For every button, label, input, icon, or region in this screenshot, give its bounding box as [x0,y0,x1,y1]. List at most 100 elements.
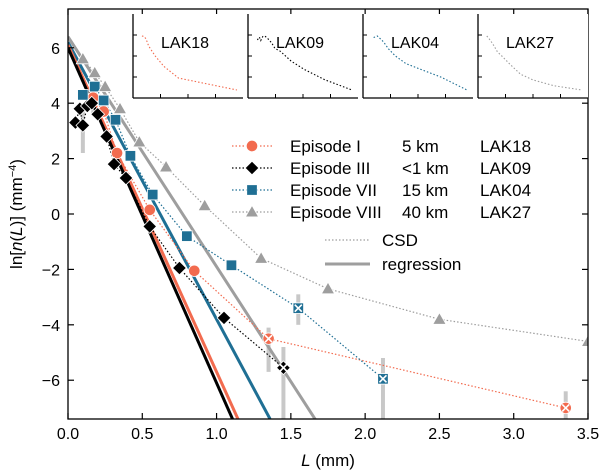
y-axis-label-sup: −4 [7,165,19,178]
data-point-3-4 [132,134,147,148]
inset-title-3: LAK27 [506,35,554,52]
y-axis-label-mid2: )] (mm [7,177,26,226]
data-point-1-9 [142,219,158,234]
legend-sample-0: LAK18 [480,137,531,156]
inset-3: LAK27 [477,14,588,99]
legend-sample-2: LAK04 [480,181,531,200]
data-point-1-2 [75,117,91,133]
plot-area [68,35,588,419]
legend-sample-1: LAK09 [480,159,531,178]
data-point-1-7 [106,156,122,172]
x-tick-label-7: 3.5 [577,426,599,443]
inset-0: LAK18 [132,14,243,99]
legend-distance-1: <1 km [402,159,449,178]
legend-distance-0: 5 km [402,137,439,156]
inset-title-0: LAK18 [161,35,209,52]
y-tick-label-4: −2 [42,262,60,279]
x-tick-label-3: 1.5 [280,426,302,443]
legend-extra-label-1: regression [382,255,461,274]
y-tick-label-1: 4 [51,96,60,113]
y-axis-label-var2: L [7,226,26,235]
y-tick-label-2: 2 [51,152,60,169]
legend: Episode I 5 km LAK18 Episode III <1 km LAK09 E… [232,137,531,274]
data-point-2-5 [147,188,159,201]
y-tick-label-3: 0 [51,207,60,224]
data-point-2-6 [181,230,193,242]
x-axis-label-var: L [301,451,310,470]
inset-2: LAK04 [362,14,473,99]
data-point-1-10 [172,260,187,276]
data-point-0-4 [143,203,156,216]
data-point-3-1 [87,65,103,79]
data-point-3-0 [75,51,91,65]
data-point-2-7 [225,259,238,271]
regression-line-3 [68,35,317,419]
legend-label-1: Episode III [290,159,370,178]
y-axis-label-prefix: ln[ [7,251,26,269]
inset-bg-1 [248,14,358,98]
y-axis-label: ln[n(L)] (mm−4) [7,159,26,269]
data-point-3-6 [197,198,212,212]
inset-bg-2 [363,14,473,98]
inset-title-2: LAK04 [391,35,439,52]
data-point-3-9 [432,311,447,325]
y-tick-label-6: −6 [42,373,60,390]
data-point-0-3 [110,146,124,160]
data-point-3-5 [158,159,174,173]
inset-bg-0 [133,14,243,98]
data-point-3-10 [580,334,588,347]
y-axis-label-var: n [7,242,26,251]
legend-marker-3 [244,204,260,218]
data-point-2-3 [109,114,122,126]
inset-line-2 [373,35,468,91]
data-point-2-1 [89,80,101,93]
x-axis-label: L (mm) [301,451,355,470]
inset-1: LAK09 [247,14,358,99]
legend-marker-1 [244,160,260,176]
y-tick-label-5: −4 [42,318,60,335]
data-point-3-8 [320,281,336,295]
legend-distance-3: 40 km [402,203,448,222]
plot-layer [68,35,588,419]
inset-bg-3 [478,14,588,98]
data-point-3-7 [253,250,269,264]
insets: LAK18 LAK09 LAK04 LAK27 [132,14,588,99]
x-tick-label-5: 2.5 [428,426,450,443]
data-point-1-8 [118,170,134,186]
point-cross-b-2-8 [294,304,303,313]
x-tick-label-2: 1.0 [205,426,227,443]
data-point-1-5 [90,106,106,122]
data-point-2-2 [97,94,110,107]
x-tick-label-4: 2.0 [354,426,376,443]
inset-line-0 [141,35,238,91]
data-point-2-0 [77,89,89,101]
point-cross-b-0-7 [561,403,570,412]
x-axis-label-unit: (mm) [311,451,355,470]
inset-title-1: LAK09 [276,35,324,52]
data-point-3-3 [112,101,128,115]
legend-extra-label-0: CSD [382,231,418,250]
data-point-1-11 [216,310,232,326]
legend-distance-2: 15 km [402,181,448,200]
point-cross-b-2-9 [378,374,388,383]
point-cross-b-1-12 [279,363,288,372]
data-point-3-2 [97,79,113,92]
y-axis-label-suffix: ) [7,159,26,165]
data-point-1-6 [99,129,115,144]
point-cross-b-0-6 [264,334,273,343]
x-tick-label-1: 0.5 [131,426,153,443]
csd-line-2 [82,85,384,380]
data-point-0-5 [188,264,201,277]
x-tick-label-6: 3.0 [503,426,525,443]
legend-label-3: Episode VIII [290,203,382,222]
y-tick-label-0: 6 [51,41,60,58]
legend-sample-3: LAK27 [480,203,531,222]
legend-label-0: Episode I [290,137,361,156]
legend-marker-2 [246,184,258,196]
legend-label-2: Episode VII [290,181,377,200]
axes-layer: 0.0 0.5 1.0 1.5 2.0 2.5 3.0 3.5 6 4 2 0 −2 −4 −6 [42,8,599,443]
data-point-2-4 [124,150,137,162]
inset-line-1 [256,35,353,91]
y-axis-label-mid: ( [7,236,26,242]
